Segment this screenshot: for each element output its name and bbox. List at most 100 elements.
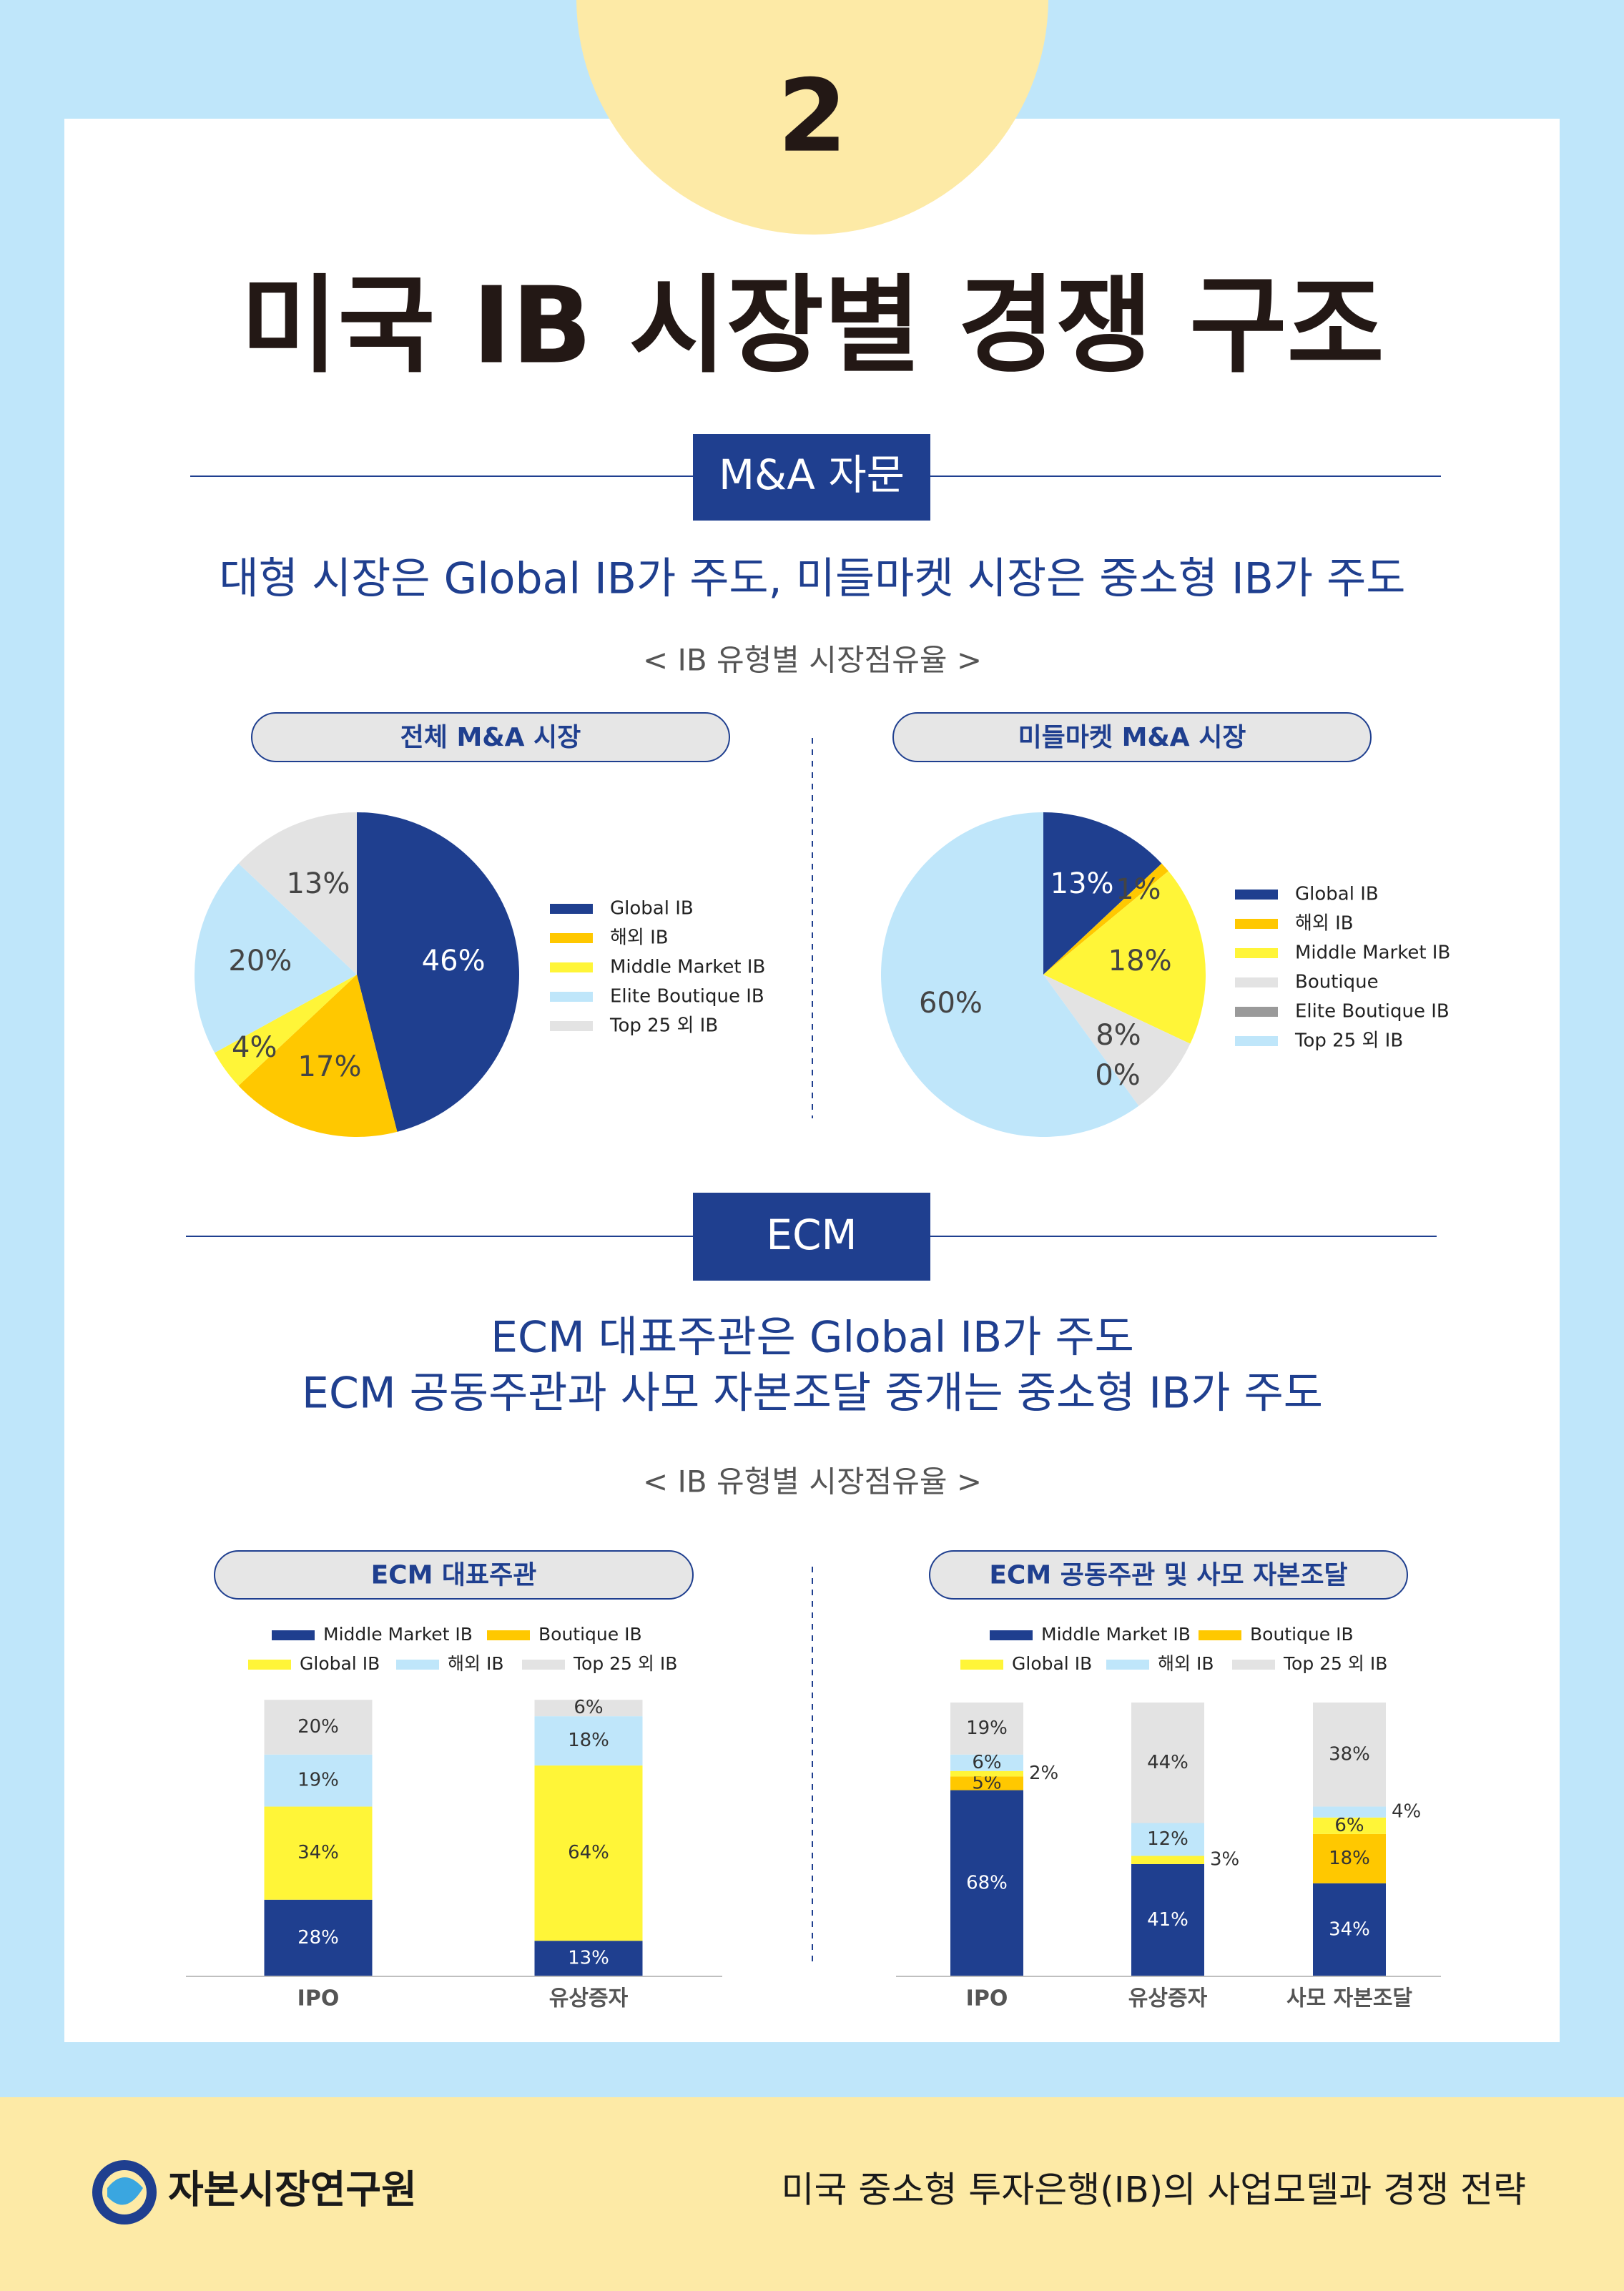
legend-swatch [522, 1660, 565, 1670]
bar-label: 6% [574, 1697, 603, 1718]
logo-ring [92, 2160, 157, 2225]
pie-label: 8% [1096, 1019, 1141, 1052]
pie-slice [1043, 871, 1206, 1044]
page-number: 2 [777, 59, 847, 175]
legend-label: Global IB [300, 1653, 380, 1674]
bar-segment [264, 1754, 373, 1807]
pie-label: 1% [1116, 873, 1161, 906]
section-label: ECM [766, 1211, 857, 1259]
pie-slice [238, 812, 357, 975]
bar-segment [1313, 1806, 1386, 1818]
bar-label: 13% [568, 1948, 609, 1969]
pie-slice [215, 975, 357, 1086]
chart-title: 미들마켓 M&A 시장 [1018, 723, 1246, 752]
legend-swatch [1235, 890, 1278, 900]
bar-label: 64% [568, 1842, 609, 1863]
bar-label: 6% [972, 1752, 1001, 1773]
bar-segment [950, 1790, 1023, 1976]
bar-label: 28% [297, 1927, 339, 1948]
pie-slice [195, 863, 357, 1053]
bar-label: 2% [1029, 1763, 1058, 1784]
legend-swatch [550, 992, 593, 1002]
logo-swirl [107, 2177, 143, 2205]
pie-label: 13% [286, 867, 350, 900]
chart-title-pill [929, 1550, 1408, 1600]
bar-label: 18% [568, 1730, 609, 1751]
legend-label: Boutique IB [538, 1624, 642, 1645]
chart-caption: < IB 유형별 시장점유율 > [643, 1464, 982, 1499]
legend-swatch [1199, 1630, 1241, 1640]
legend-label: Global IB [1012, 1653, 1092, 1674]
bar-label: 4% [1392, 1801, 1421, 1823]
pie-label: 18% [1108, 945, 1172, 977]
pie-slice [238, 975, 398, 1137]
x-tick-label: 사모 자본조달 [1286, 1986, 1412, 2011]
legend-swatch [1235, 948, 1278, 958]
section-tag [693, 1193, 930, 1281]
bar-segment [534, 1700, 643, 1717]
page-title: 미국 IB 시장별 경쟁 구조 [240, 265, 1384, 388]
legend-label: Top 25 외 IB [1283, 1653, 1387, 1674]
chart-title: ECM 공동주관 및 사모 자본조달 [989, 1561, 1347, 1590]
pie-slice [1043, 975, 1191, 1106]
x-tick-label: IPO [966, 1986, 1008, 2011]
pie-slice [881, 812, 1139, 1137]
bar-segment [1131, 1863, 1204, 1976]
bar-segment [950, 1703, 1023, 1755]
bar-label: 18% [1329, 1848, 1370, 1869]
legend-swatch [1235, 1007, 1278, 1017]
legend-swatch [272, 1630, 315, 1640]
bar-label: 34% [297, 1842, 339, 1863]
legend-label: Elite Boutique IB [610, 986, 764, 1007]
section-headline: 대형 시장은 Global IB가 주도, 미들마켓 시장은 중소형 IB가 주… [219, 554, 1405, 604]
chart-title-pill [251, 712, 730, 762]
bar-segment [264, 1899, 373, 1976]
bar-segment [950, 1770, 1023, 1777]
legend-label: 해외 IB [448, 1653, 503, 1674]
legend-swatch [1235, 919, 1278, 929]
organization-name: 자본시장연구원 [168, 2167, 417, 2212]
bar-label: 19% [297, 1770, 339, 1791]
pie-slice [1043, 863, 1168, 975]
chart-title: ECM 대표주관 [371, 1561, 537, 1590]
bar-label: 12% [1147, 1828, 1189, 1850]
number-badge [576, 0, 1048, 235]
legend-label: Top 25 외 IB [573, 1653, 677, 1674]
bar-label: 20% [297, 1716, 339, 1738]
legend-label: Middle Market IB [610, 957, 765, 978]
legend-swatch [248, 1660, 291, 1670]
footer-band [0, 2097, 1624, 2291]
pie-label: 4% [232, 1031, 277, 1064]
pie-slice [1043, 812, 1162, 975]
pie-label: 0% [1095, 1059, 1140, 1092]
legend-label: 해외 IB [610, 927, 669, 949]
pie-label: 20% [228, 945, 292, 977]
pie-slice [357, 812, 519, 1132]
legend-swatch [1235, 977, 1278, 987]
bar-segment [1313, 1817, 1386, 1834]
legend-label: 해외 IB [1295, 913, 1354, 935]
bar-segment [1313, 1883, 1386, 1976]
bar-segment [1131, 1856, 1204, 1864]
legend-label: 해외 IB [1158, 1653, 1214, 1674]
section-headline: ECM 공동주관과 사모 자본조달 중개는 중소형 IB가 주도 [302, 1369, 1323, 1419]
legend-swatch [550, 962, 593, 972]
legend-swatch [1232, 1660, 1275, 1670]
legend-label: Boutique IB [1250, 1624, 1354, 1645]
legend-label: Elite Boutique IB [1295, 1001, 1450, 1023]
bar-segment [950, 1754, 1023, 1771]
bar-label: 41% [1147, 1909, 1189, 1931]
pie-label: 60% [919, 987, 983, 1020]
x-tick-label: 유상증자 [1128, 1986, 1208, 2011]
logo [92, 2160, 157, 2225]
bar-segment [1131, 1823, 1204, 1856]
pie-label: 17% [298, 1050, 362, 1083]
legend-swatch [1106, 1660, 1149, 1670]
chart-title-pill [214, 1550, 694, 1600]
legend-label: Top 25 외 IB [609, 1015, 718, 1037]
legend-swatch [1235, 1036, 1278, 1046]
bar-segment [534, 1716, 643, 1766]
legend-swatch [990, 1630, 1033, 1640]
legend-swatch [550, 904, 593, 914]
